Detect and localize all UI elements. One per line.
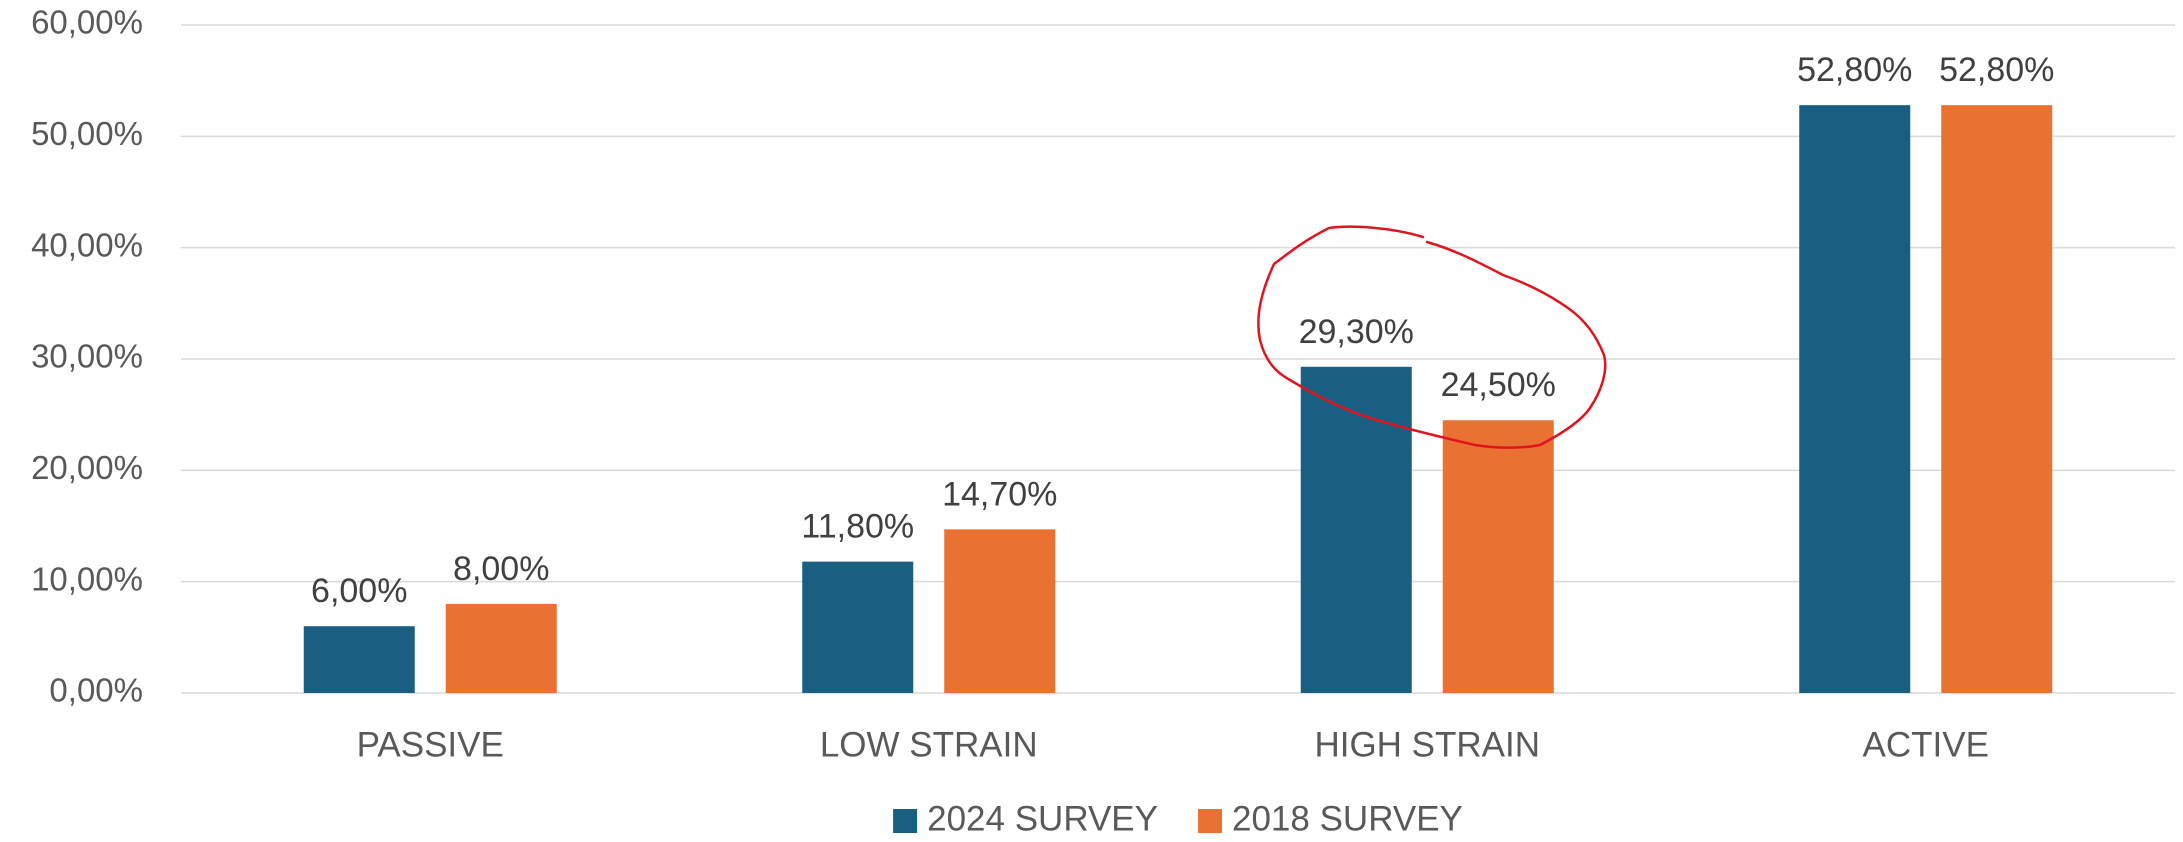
bar — [1300, 366, 1412, 693]
value-label: 14,70% — [942, 475, 1057, 513]
bar — [1941, 105, 2053, 693]
x-tick-label: HIGH STRAIN — [1314, 725, 1540, 764]
y-tick-label: 40,00% — [31, 226, 143, 263]
value-label: 29,30% — [1299, 313, 1414, 351]
bar — [1442, 420, 1554, 693]
bar — [445, 603, 557, 693]
value-label: 52,80% — [1939, 51, 2054, 89]
y-tick-label: 10,00% — [31, 560, 143, 597]
plot: 0,00% 10,00% 20,00% 30,00% 40,00% 50,00% 60,00… — [31, 4, 2175, 838]
bar — [944, 529, 1056, 693]
legend-label: 2018 SURVEY — [1232, 799, 1463, 838]
value-label: 6,00% — [311, 572, 407, 610]
x-tick-label: LOW STRAIN — [820, 725, 1038, 764]
value-label: 11,80% — [801, 508, 914, 546]
annotation-circle — [1257, 225, 1607, 449]
x-tick-label: PASSIVE — [357, 725, 504, 764]
legend-label: 2024 SURVEY — [927, 799, 1158, 838]
value-label: 8,00% — [453, 550, 549, 588]
y-tick-label: 0,00% — [49, 672, 143, 709]
bar — [303, 626, 415, 693]
y-tick-label: 20,00% — [31, 449, 143, 486]
legend-swatch — [893, 809, 918, 833]
bar — [802, 561, 914, 693]
value-label: 52,80% — [1797, 51, 1912, 89]
y-tick-label: 30,00% — [31, 338, 143, 375]
y-tick-label: 50,00% — [31, 115, 143, 152]
y-tick-label: 60,00% — [31, 4, 143, 41]
value-label: 24,50% — [1441, 366, 1556, 404]
bar — [1799, 105, 1911, 693]
legend-swatch — [1198, 809, 1222, 833]
x-tick-label: ACTIVE — [1863, 725, 1989, 764]
